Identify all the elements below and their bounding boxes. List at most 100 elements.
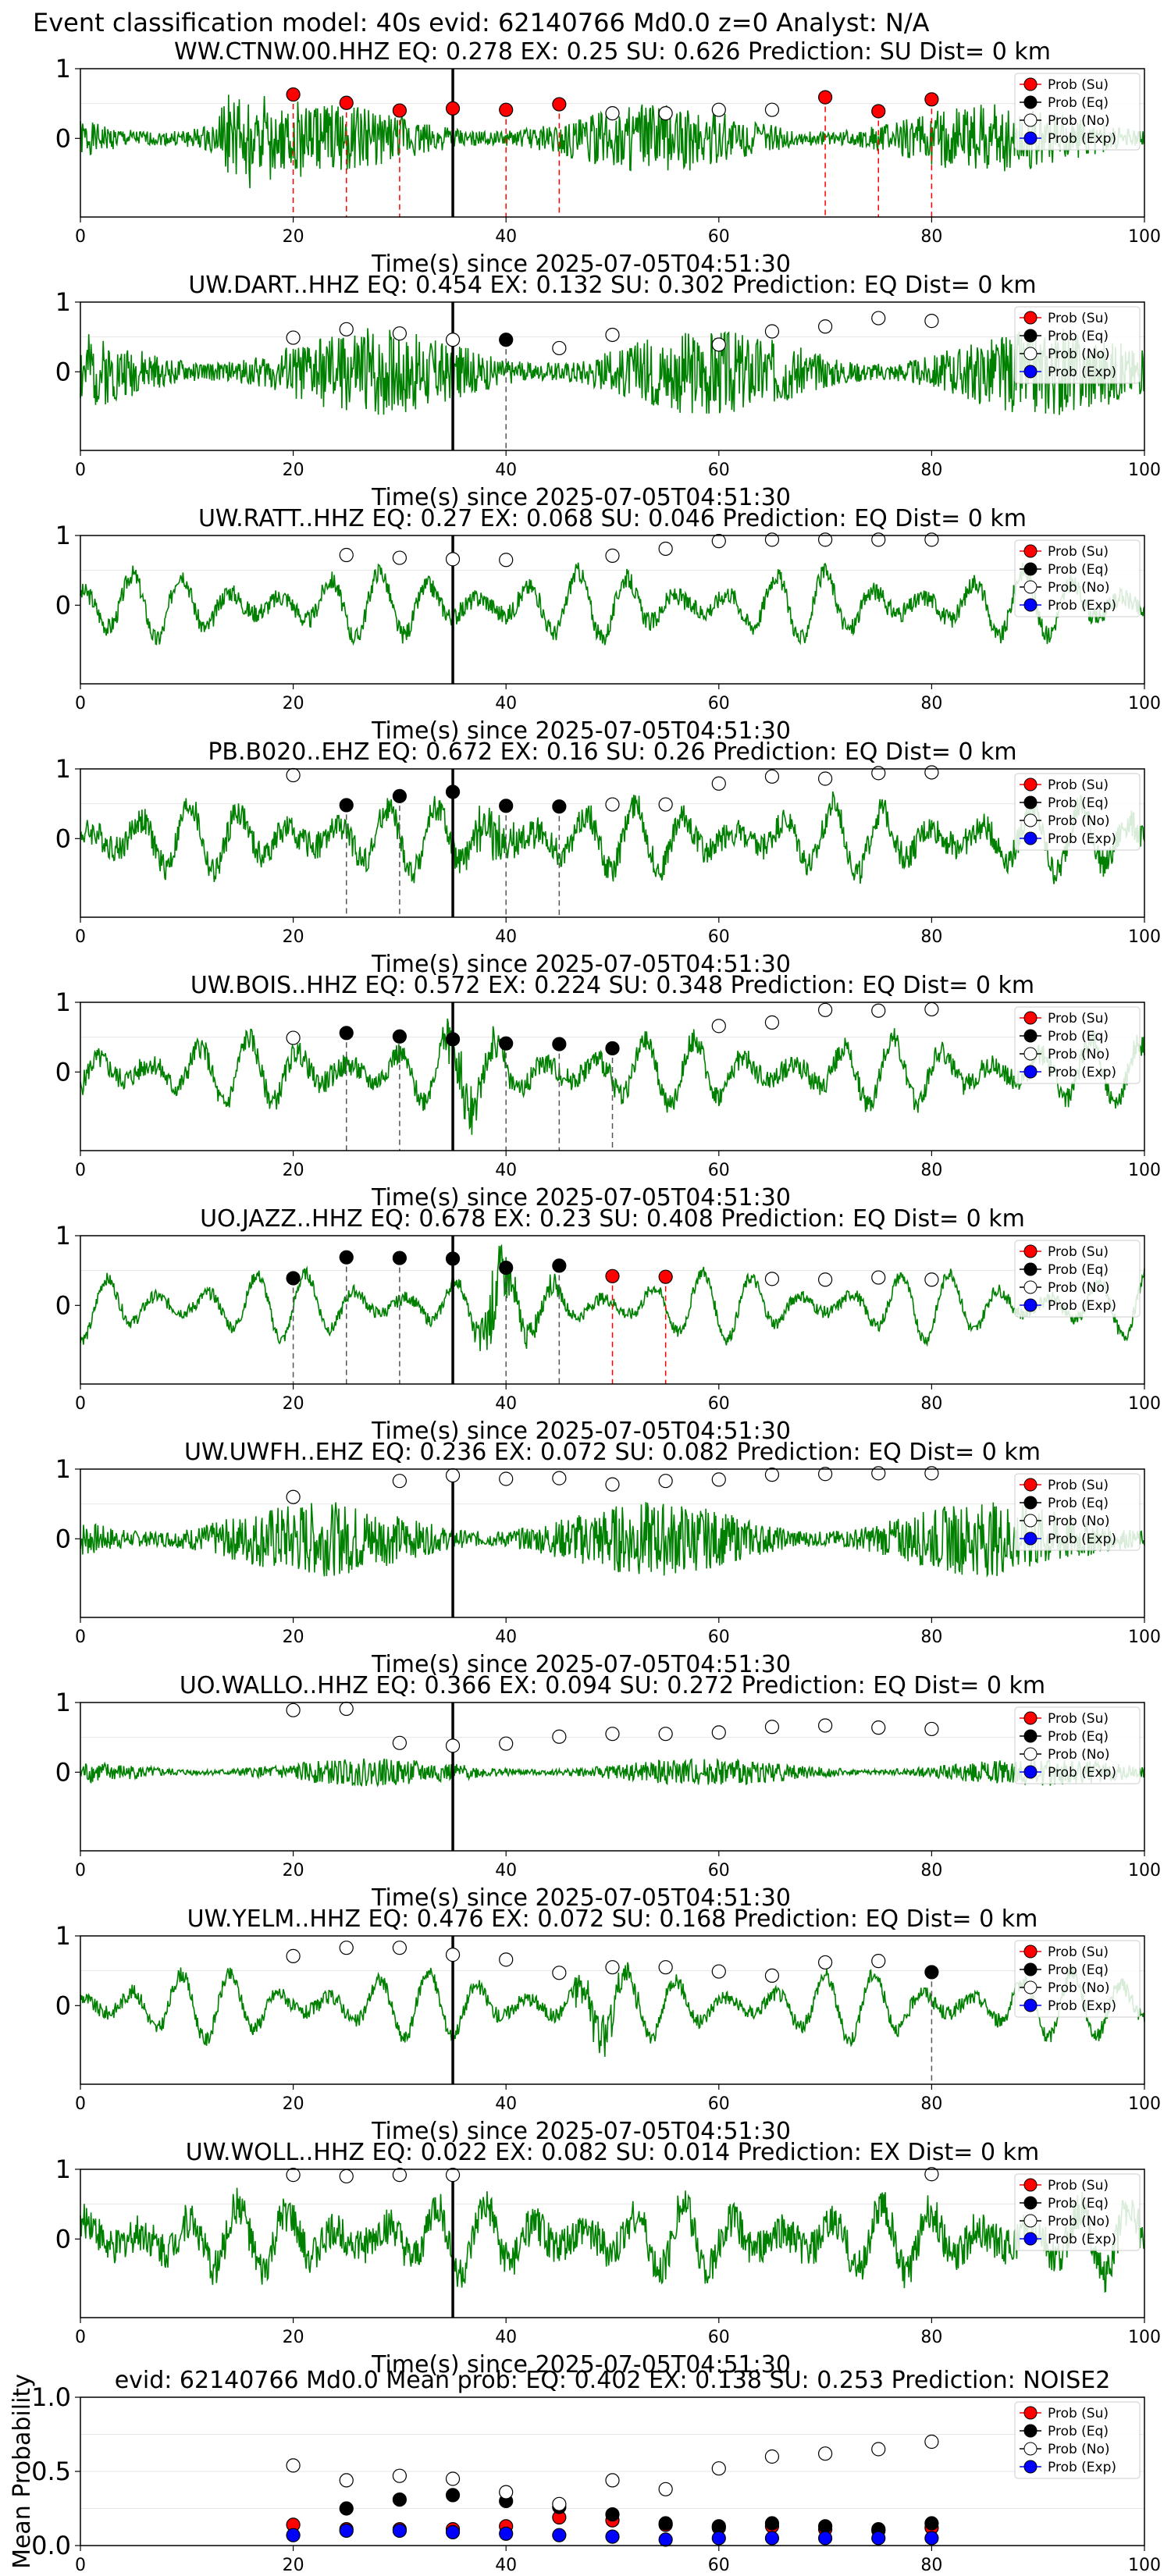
legend-label-exp: Prob (Exp) xyxy=(1048,598,1116,614)
legend-marker-exp xyxy=(1023,831,1038,845)
prob-marker-eq xyxy=(392,1029,407,1044)
y-tick-label: 1 xyxy=(55,2154,71,2184)
prob-marker-su xyxy=(286,87,301,102)
legend-marker-exp xyxy=(1023,2232,1038,2246)
legend-label-no: Prob (No) xyxy=(1048,1747,1110,1763)
legend-box xyxy=(1014,1006,1141,1084)
panel-title: UW.YELM..HHZ EQ: 0.476 EX: 0.072 SU: 0.1… xyxy=(187,1905,1038,1933)
x-tick-label: 80 xyxy=(920,2556,942,2575)
x-tick-label: 0 xyxy=(75,694,86,713)
prob-marker-eq xyxy=(339,1026,354,1041)
legend-marker-no xyxy=(1023,1047,1038,1061)
prob-marker-no xyxy=(871,766,886,781)
x-tick-label: 40 xyxy=(495,1861,517,1880)
legend-box xyxy=(1014,773,1141,851)
mean-prob-marker-exp xyxy=(605,2529,620,2544)
legend-marker-exp xyxy=(1023,2460,1038,2474)
prob-marker-su xyxy=(924,92,939,107)
prob-marker-no xyxy=(711,102,726,117)
prob-marker-no xyxy=(711,337,726,352)
legend-box xyxy=(1014,2401,1141,2479)
legend-marker-exp xyxy=(1023,1998,1038,2012)
x-tick-label: 0 xyxy=(75,1628,86,1647)
y-tick-label: 0 xyxy=(55,1757,71,1787)
prob-marker-no xyxy=(286,1030,301,1045)
x-axis-label: Time(s) since 2025-07-05T04:51:30 xyxy=(371,1418,791,1445)
x-tick-label: 40 xyxy=(495,2556,517,2575)
prob-marker-no xyxy=(605,1960,620,1975)
x-tick-label: 20 xyxy=(283,1161,304,1180)
mean-prob-marker-no xyxy=(658,2482,673,2496)
prob-marker-no xyxy=(339,1701,354,1717)
station-panel: UW.UWFH..EHZ EQ: 0.236 EX: 0.072 SU: 0.0… xyxy=(55,1439,1161,1678)
panel-title: UW.RATT..HHZ EQ: 0.27 EX: 0.068 SU: 0.04… xyxy=(198,505,1027,532)
station-panel: PB.B020..EHZ EQ: 0.672 EX: 0.16 SU: 0.26… xyxy=(55,738,1161,978)
panel-title: UW.BOIS..HHZ EQ: 0.572 EX: 0.224 SU: 0.3… xyxy=(190,972,1034,999)
x-tick-label: 40 xyxy=(495,927,517,947)
legend-marker-su xyxy=(1023,1944,1038,1959)
prob-marker-no xyxy=(871,532,886,547)
legend-marker-su xyxy=(1023,544,1038,558)
mean-prob-marker-no xyxy=(499,2485,514,2500)
prob-marker-no xyxy=(817,1002,833,1017)
mean-prob-marker-eq xyxy=(339,2501,354,2516)
x-tick-label: 60 xyxy=(708,2094,730,2114)
prob-marker-no xyxy=(605,327,620,343)
x-tick-label: 20 xyxy=(283,694,304,713)
mean-prob-marker-no xyxy=(605,2473,620,2488)
x-tick-label: 100 xyxy=(1128,694,1161,713)
prob-marker-no xyxy=(445,552,461,567)
plot-frame xyxy=(80,2396,1145,2546)
x-axis-label: Time(s) since 2025-07-05T04:51:30 xyxy=(371,1884,791,1912)
prob-marker-su xyxy=(339,95,354,110)
station-panel: UO.JAZZ..HHZ EQ: 0.678 EX: 0.23 SU: 0.40… xyxy=(55,1205,1161,1445)
legend-label-su: Prob (Su) xyxy=(1048,311,1109,326)
mean-prob-marker-eq xyxy=(392,2492,407,2507)
prob-marker-no xyxy=(445,1948,461,1962)
mean-prob-marker-eq xyxy=(711,2519,726,2534)
figure-title: Event classification model: 40s evid: 62… xyxy=(33,8,930,37)
legend-marker-eq xyxy=(1023,1496,1038,1510)
x-tick-label: 60 xyxy=(708,694,730,713)
prob-marker-no xyxy=(286,2168,301,2183)
prob-marker-no xyxy=(871,1720,886,1735)
legend-label-no: Prob (No) xyxy=(1048,813,1110,829)
mean-prob-marker-exp xyxy=(658,2532,673,2547)
prob-marker-no xyxy=(711,776,726,791)
x-axis-label: Time(s) since 2025-07-05T04:51:30 xyxy=(371,1651,791,1678)
x-tick-label: 40 xyxy=(495,461,517,480)
station-panel: UW.RATT..HHZ EQ: 0.27 EX: 0.068 SU: 0.04… xyxy=(55,505,1161,745)
mean-prob-marker-exp xyxy=(817,2531,833,2546)
panel-title: UW.UWFH..EHZ EQ: 0.236 EX: 0.072 SU: 0.0… xyxy=(184,1439,1041,1466)
prob-marker-no xyxy=(658,797,673,812)
prob-marker-no xyxy=(445,333,461,347)
prob-marker-eq xyxy=(552,799,567,814)
legend-marker-exp xyxy=(1023,1065,1038,1079)
prob-marker-no xyxy=(445,2168,461,2183)
prob-marker-no xyxy=(286,1948,301,1963)
prob-marker-no xyxy=(817,319,833,334)
prob-marker-eq xyxy=(499,333,514,347)
waveform-trace xyxy=(80,791,1145,884)
prob-marker-no xyxy=(658,1474,673,1489)
x-tick-label: 0 xyxy=(75,461,86,480)
plot-frame xyxy=(80,535,1145,685)
plot-frame xyxy=(80,1002,1145,1151)
y-tick-label: 0.0 xyxy=(31,2531,71,2560)
legend-box xyxy=(1014,306,1141,384)
legend-label-eq: Prob (Eq) xyxy=(1048,1029,1109,1044)
prob-marker-su xyxy=(658,1269,673,1284)
y-tick-label: 1 xyxy=(55,754,71,784)
prob-marker-no xyxy=(817,1718,833,1733)
legend-marker-eq xyxy=(1023,2196,1038,2210)
prob-marker-no xyxy=(764,532,780,547)
prob-marker-no xyxy=(339,1941,354,1955)
y-tick-label: 1 xyxy=(55,1454,71,1484)
mean-prob-marker-eq xyxy=(924,2516,939,2531)
waveform-trace xyxy=(80,1962,1145,2057)
y-tick-label: 0 xyxy=(55,357,71,386)
legend-marker-eq xyxy=(1023,1962,1038,1976)
prob-marker-no xyxy=(605,1477,620,1492)
legend-label-no: Prob (No) xyxy=(1048,1047,1110,1062)
x-tick-label: 80 xyxy=(920,2094,942,2114)
